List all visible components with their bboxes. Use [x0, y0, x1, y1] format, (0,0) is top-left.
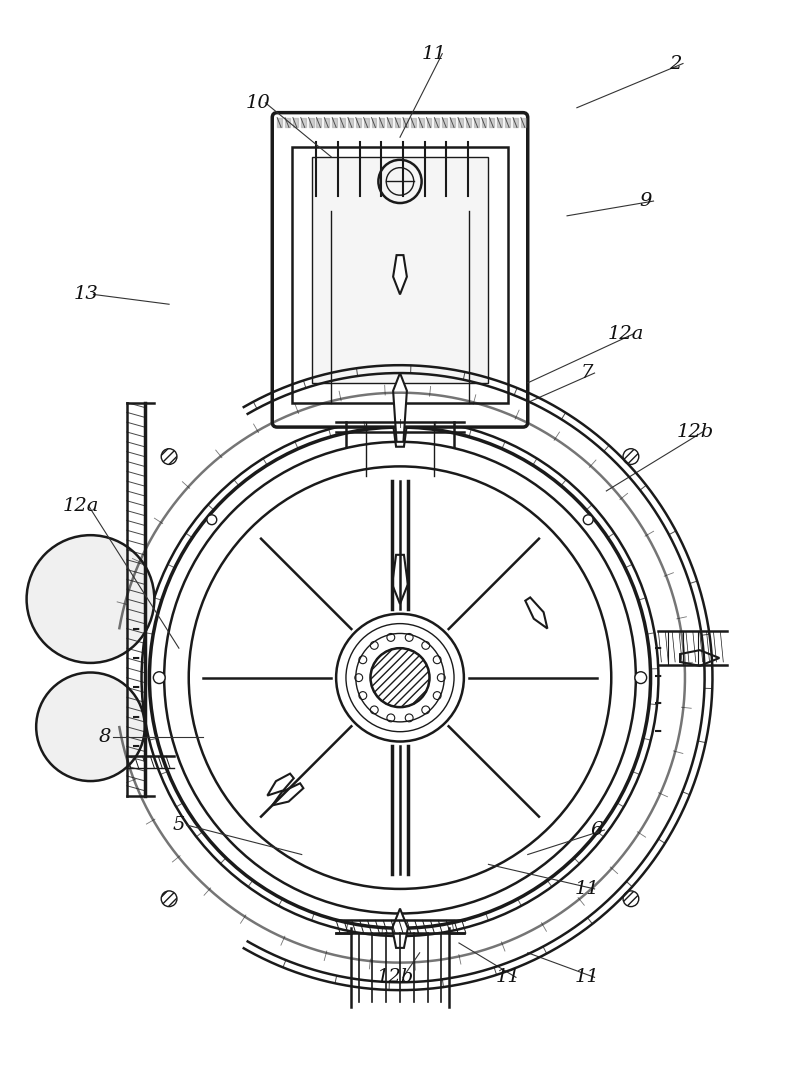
- Circle shape: [26, 535, 154, 663]
- Circle shape: [154, 671, 165, 683]
- Circle shape: [623, 449, 638, 464]
- Text: 12b: 12b: [676, 423, 714, 441]
- Circle shape: [635, 671, 646, 683]
- Bar: [311, 157, 489, 383]
- Polygon shape: [392, 909, 408, 948]
- Polygon shape: [267, 774, 294, 796]
- Circle shape: [162, 891, 177, 907]
- Circle shape: [370, 649, 430, 707]
- Circle shape: [162, 449, 177, 464]
- Bar: [292, 147, 508, 402]
- Text: 8: 8: [99, 728, 111, 746]
- Text: 11: 11: [496, 968, 521, 986]
- Polygon shape: [392, 555, 408, 604]
- Circle shape: [623, 891, 638, 907]
- FancyBboxPatch shape: [272, 112, 528, 427]
- Polygon shape: [526, 597, 547, 629]
- Text: 2: 2: [669, 54, 682, 73]
- Text: 10: 10: [245, 94, 270, 112]
- Polygon shape: [680, 650, 719, 666]
- Polygon shape: [393, 373, 407, 441]
- Circle shape: [36, 673, 145, 782]
- Polygon shape: [272, 784, 303, 806]
- Text: 12a: 12a: [608, 325, 644, 342]
- Text: 11: 11: [574, 968, 599, 986]
- Polygon shape: [393, 255, 407, 294]
- Text: 7: 7: [581, 364, 593, 381]
- Text: 13: 13: [73, 286, 98, 303]
- Text: 11: 11: [574, 880, 599, 898]
- Polygon shape: [81, 690, 130, 705]
- Text: 6: 6: [590, 821, 602, 839]
- Circle shape: [583, 514, 593, 524]
- Text: 9: 9: [639, 192, 652, 210]
- Polygon shape: [392, 398, 408, 447]
- Text: 12a: 12a: [62, 497, 99, 514]
- Circle shape: [207, 514, 217, 524]
- Text: 5: 5: [173, 816, 185, 834]
- Text: 12b: 12b: [377, 968, 414, 986]
- Text: 11: 11: [422, 45, 446, 63]
